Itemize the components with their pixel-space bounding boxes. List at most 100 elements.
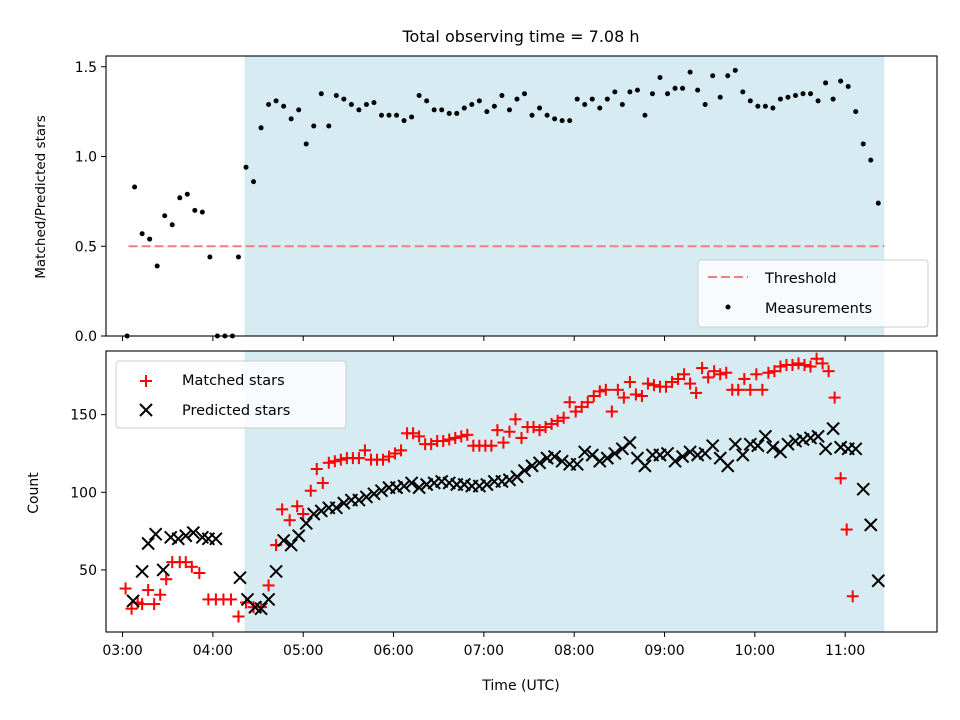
matched-star-marker xyxy=(611,383,624,396)
matched-star-marker xyxy=(738,372,751,385)
predicted-star-marker xyxy=(675,449,690,464)
matched-star-marker xyxy=(276,503,289,516)
matched-star-marker xyxy=(232,610,245,623)
matched-star-marker xyxy=(672,372,685,385)
matched-stars-legend-label: Matched stars xyxy=(182,373,285,389)
predicted-star-marker xyxy=(179,529,193,543)
measurement-point xyxy=(416,92,422,98)
matched-star-marker xyxy=(551,414,564,427)
matched-star-marker xyxy=(461,428,474,441)
matched-star-marker xyxy=(605,405,618,418)
matched-star-marker xyxy=(291,500,304,513)
matched-star-marker xyxy=(328,455,341,468)
measurement-point xyxy=(552,116,558,122)
predicted-stars-legend-label: Predicted stars xyxy=(182,403,290,419)
measurement-points xyxy=(124,67,881,339)
measurement-point xyxy=(559,118,565,124)
matched-star-marker xyxy=(485,439,498,452)
measurement-point xyxy=(860,141,866,147)
measurement-point xyxy=(506,107,512,113)
top-legend-box xyxy=(697,259,929,328)
observing-window-shade xyxy=(244,351,885,632)
measurement-point xyxy=(687,69,693,75)
predicted-star-marker xyxy=(570,457,584,472)
measurement-point xyxy=(537,105,543,111)
measurement-point xyxy=(567,118,573,124)
matched-star-marker xyxy=(678,368,691,381)
matched-star-marker xyxy=(786,358,799,371)
measurement-point xyxy=(695,87,701,93)
measurement-point xyxy=(288,116,294,122)
y-tick-label: 1.0 xyxy=(75,150,97,166)
matched-star-marker xyxy=(690,386,703,399)
measurement-point xyxy=(845,84,851,90)
measurement-point xyxy=(266,101,272,107)
measurement-point xyxy=(777,96,783,102)
predicted-star-marker xyxy=(751,438,765,453)
predicted-star-marker xyxy=(705,438,720,453)
matched-star-marker xyxy=(762,366,775,379)
measurement-point xyxy=(303,141,309,147)
matched-star-marker xyxy=(125,602,138,615)
measurement-point xyxy=(258,125,264,131)
x-tick-label: 10:00 xyxy=(735,643,775,659)
measurement-point xyxy=(311,123,317,129)
y-tick-label: 100 xyxy=(70,485,97,501)
measurement-point xyxy=(665,91,671,97)
matched-star-marker xyxy=(816,357,829,370)
measurement-point xyxy=(401,118,407,124)
matched-star-marker xyxy=(828,391,841,404)
bottom-y-axis-label: Count xyxy=(26,472,42,514)
matched-star-marker xyxy=(407,427,420,440)
measurement-point xyxy=(657,75,663,81)
matched-star-marker xyxy=(569,405,582,418)
matched-star-marker xyxy=(804,360,817,373)
measurement-point xyxy=(207,254,213,260)
matched-star-marker xyxy=(437,435,450,448)
measurement-point xyxy=(597,105,603,111)
matched-star-marker xyxy=(846,590,859,603)
matched-star-marker xyxy=(310,462,323,475)
measurement-point xyxy=(461,105,467,111)
predicted-star-marker xyxy=(547,449,562,464)
matched-star-marker xyxy=(297,508,310,521)
measurement-point xyxy=(409,114,415,120)
measurement-point xyxy=(154,263,160,269)
top-y-axis-label: Matched/Predicted stars xyxy=(33,115,49,278)
matched-star-marker xyxy=(774,360,787,373)
x-tick-label: 03:00 xyxy=(102,643,142,659)
measurement-point xyxy=(619,101,625,107)
bottom-legend-box xyxy=(115,360,347,429)
matched-star-marker xyxy=(154,588,167,601)
predicted-star-marker xyxy=(397,479,411,493)
measurement-point xyxy=(273,98,279,104)
measurement-point xyxy=(162,213,168,219)
matched-star-marker xyxy=(533,424,546,437)
matched-star-marker xyxy=(515,431,528,444)
predicted-star-marker xyxy=(578,445,592,459)
measurement-point xyxy=(363,101,369,107)
matched-star-marker xyxy=(389,447,402,460)
measurement-point xyxy=(356,107,362,113)
matched-star-marker xyxy=(756,383,769,396)
predicted-star-marker xyxy=(811,429,825,444)
predicted-star-marker xyxy=(517,463,532,478)
ratio-panel: 0.0 0.5 1.0 1.5 Total observing time = 7.08… xyxy=(33,27,938,345)
x-tick-label: 11:00 xyxy=(825,643,865,659)
measurement-point xyxy=(702,101,708,107)
predicted-star-marker xyxy=(532,456,547,470)
measurement-point xyxy=(823,80,829,86)
bottom-y-ticks: 50 100 150 xyxy=(70,408,106,579)
measurement-point xyxy=(792,92,798,98)
matched-star-marker xyxy=(575,400,588,413)
measurement-point xyxy=(235,254,241,260)
matched-star-marker xyxy=(304,484,317,497)
matched-star-marker xyxy=(142,584,155,597)
matched-star-points xyxy=(119,352,859,623)
measurement-point xyxy=(439,107,445,113)
predicted-star-marker xyxy=(871,574,885,588)
matched-star-marker xyxy=(702,371,715,384)
matched-star-marker xyxy=(179,556,192,569)
predicted-star-marker xyxy=(148,527,163,541)
measurement-point xyxy=(147,236,153,242)
